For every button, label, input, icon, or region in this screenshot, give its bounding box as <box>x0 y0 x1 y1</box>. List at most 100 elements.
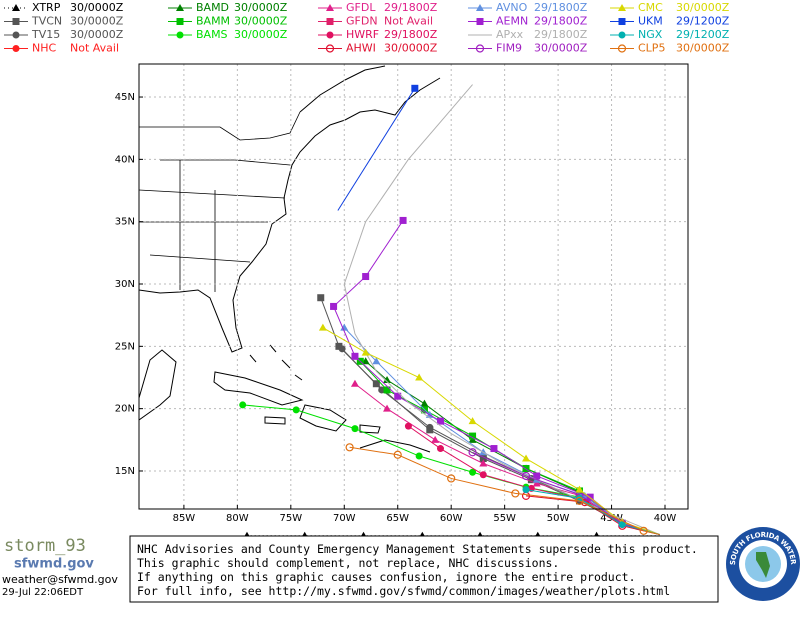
legend-marker <box>12 31 20 39</box>
y-tick-label: 45N <box>115 92 135 103</box>
legend-marker <box>325 44 335 53</box>
disclaimer-line: This graphic should complement, not repl… <box>137 556 559 570</box>
track-point <box>383 404 392 412</box>
track-point <box>239 401 247 409</box>
coastline <box>139 349 177 421</box>
track-point <box>404 422 412 430</box>
track-point <box>393 450 402 459</box>
track-point <box>479 471 487 479</box>
legend-marker <box>475 44 485 53</box>
x-tick-label: 65W <box>386 513 409 524</box>
legend-run: 30/0000Z <box>234 15 288 28</box>
legend-marker <box>12 45 20 52</box>
island <box>359 424 381 434</box>
disclaimer-line: NHC Advisories and County Emergency Mana… <box>137 542 698 556</box>
legend-marker <box>12 4 20 11</box>
legend-marker <box>326 18 334 25</box>
timestamp: 29-Jul 22:06EDT <box>2 587 84 598</box>
track-line <box>337 88 416 211</box>
track-point <box>479 459 488 467</box>
border <box>139 111 301 292</box>
track-point <box>318 323 327 331</box>
track-point <box>345 443 354 452</box>
track-point <box>330 302 338 310</box>
legend-name: TV15 <box>31 28 60 41</box>
track-point <box>361 348 370 356</box>
y-tick-label: 20N <box>115 404 135 415</box>
legend-name: AEMN <box>496 15 528 28</box>
grid: 85W 80W 75W 70W 65W 60W 55W 50W 45W 40W15N20N25N3… <box>115 64 688 524</box>
legend-name: CMC <box>638 1 663 14</box>
coastline <box>359 439 431 453</box>
legend-marker <box>618 18 626 25</box>
legend-name: CLP5 <box>638 42 665 55</box>
track-point <box>415 373 424 381</box>
legend-run: 29/1800Z <box>534 15 588 28</box>
x-tick-label: 40W <box>654 513 677 524</box>
legend-name: GFDN <box>346 15 378 28</box>
track-point <box>522 486 530 494</box>
legend: XTRP 30/0000Z TVCN 30/0000Z TV15 30/0000Z NHC N… <box>4 1 730 55</box>
track-point <box>420 399 429 407</box>
track-point <box>340 323 349 331</box>
legend-name: FIM9 <box>496 42 522 55</box>
track-point <box>575 496 584 505</box>
legend-name: AVNO <box>496 1 528 14</box>
y-tick-label: 35N <box>115 217 135 228</box>
legend-name: XTRP <box>32 1 61 14</box>
track-point <box>394 392 402 400</box>
legend-marker <box>476 4 484 11</box>
track-point <box>575 494 583 502</box>
x-tick-label: 55W <box>493 513 516 524</box>
disclaimer-box <box>129 535 719 603</box>
storm-name: storm_93 <box>4 536 86 556</box>
legend-name: APxx <box>496 28 524 41</box>
email: weather@sfwmd.gov <box>2 573 118 586</box>
y-tick-label: 40N <box>115 154 135 165</box>
track-point <box>639 526 648 535</box>
track-point <box>372 357 381 365</box>
x-tick-label: 80W <box>226 513 249 524</box>
track-point <box>533 472 541 480</box>
legend-name: GFDL <box>346 1 376 14</box>
track-point <box>490 445 498 453</box>
track-point <box>511 489 520 498</box>
legend-run: 30/0000Z <box>384 42 438 55</box>
plot-frame <box>138 63 689 510</box>
track-point <box>415 452 423 460</box>
track-point <box>362 273 370 281</box>
legend-name: NGX <box>638 28 663 41</box>
legend-name: AHWI <box>346 42 376 55</box>
legend-run: 30/0000Z <box>70 15 124 28</box>
legend-marker <box>617 44 627 53</box>
track-point <box>522 454 531 462</box>
island <box>264 416 286 425</box>
track-point <box>350 379 359 387</box>
track-line <box>349 446 660 536</box>
track-point <box>378 386 386 394</box>
track-point <box>618 521 626 529</box>
track-point <box>338 345 346 353</box>
track-point <box>351 425 359 433</box>
disclaimer-line: If anything on this graphic causes confu… <box>137 570 636 584</box>
legend-marker <box>618 31 626 39</box>
legend-marker <box>326 4 334 11</box>
legend-run: 30/0000Z <box>70 28 124 41</box>
island <box>249 344 303 381</box>
track-point <box>522 464 530 472</box>
track-point <box>468 448 477 457</box>
coastline <box>139 77 441 353</box>
track-point <box>411 84 419 92</box>
island <box>299 404 347 432</box>
track-point <box>469 432 477 440</box>
legend-marker <box>326 31 334 39</box>
track-point <box>469 468 477 476</box>
legend-run: 29/1200Z <box>676 15 730 28</box>
legend-run: 30/0000Z <box>70 1 124 14</box>
legend-run: 29/1800Z <box>384 1 438 14</box>
disclaimer: NHC Advisories and County Emergency Mana… <box>137 542 698 598</box>
track-point <box>292 406 300 414</box>
track-point <box>431 435 440 443</box>
x-tick-label: 75W <box>280 513 303 524</box>
track-point <box>317 294 325 302</box>
